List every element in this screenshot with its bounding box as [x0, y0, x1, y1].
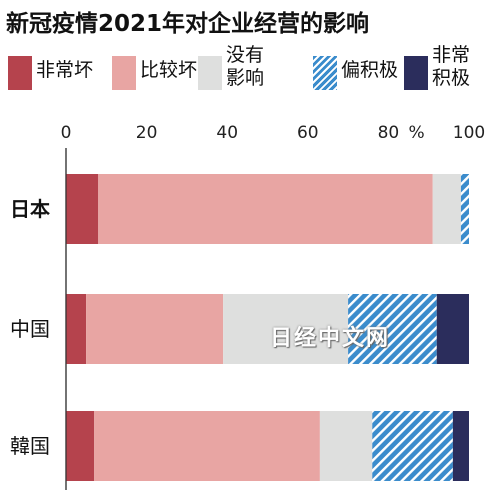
legend-swatch	[8, 56, 32, 90]
x-tick-label: 100	[453, 123, 485, 143]
watermark: 日经中文网	[270, 326, 391, 351]
legend-swatch	[112, 56, 136, 90]
bar-segment	[319, 411, 373, 481]
legend-label: 比较坏	[140, 59, 198, 81]
bar-segment	[223, 294, 349, 364]
bar-segment	[348, 294, 437, 364]
bar-segment	[94, 411, 320, 481]
bar-segment	[460, 174, 469, 244]
legend-label: 非常坏	[36, 59, 94, 81]
x-tick-label: 80	[378, 123, 400, 143]
bar-segment	[98, 174, 433, 244]
chart-title: 新冠疫情2021年对企业经营的影响	[6, 11, 370, 37]
legend-label: 非常 积极	[432, 44, 471, 89]
bar-segment	[66, 294, 87, 364]
legend-swatch	[404, 56, 428, 90]
bar-segment	[452, 411, 469, 481]
x-tick-label: 60	[297, 123, 319, 143]
x-tick-label: 0	[61, 123, 72, 143]
x-tick-label: 20	[136, 123, 158, 143]
bar-segment	[432, 174, 461, 244]
bar-segment	[66, 411, 95, 481]
legend-swatch	[313, 56, 337, 90]
legend-label: 没有 影响	[226, 44, 265, 89]
bar-segment	[66, 174, 99, 244]
category-label: 中国	[10, 317, 50, 341]
bar-segment	[436, 294, 469, 364]
chart-legend: 非常坏 比较坏 没有 影响 偏积极 非常 积极	[0, 44, 500, 106]
x-unit-label: %	[409, 123, 425, 143]
bar-segment	[372, 411, 453, 481]
legend-label: 偏积极	[341, 59, 399, 81]
legend-swatch	[198, 56, 222, 90]
category-label: 韓国	[10, 434, 50, 458]
x-tick-label: 40	[216, 123, 238, 143]
category-label: 日本	[10, 197, 50, 221]
bar-segment	[86, 294, 224, 364]
